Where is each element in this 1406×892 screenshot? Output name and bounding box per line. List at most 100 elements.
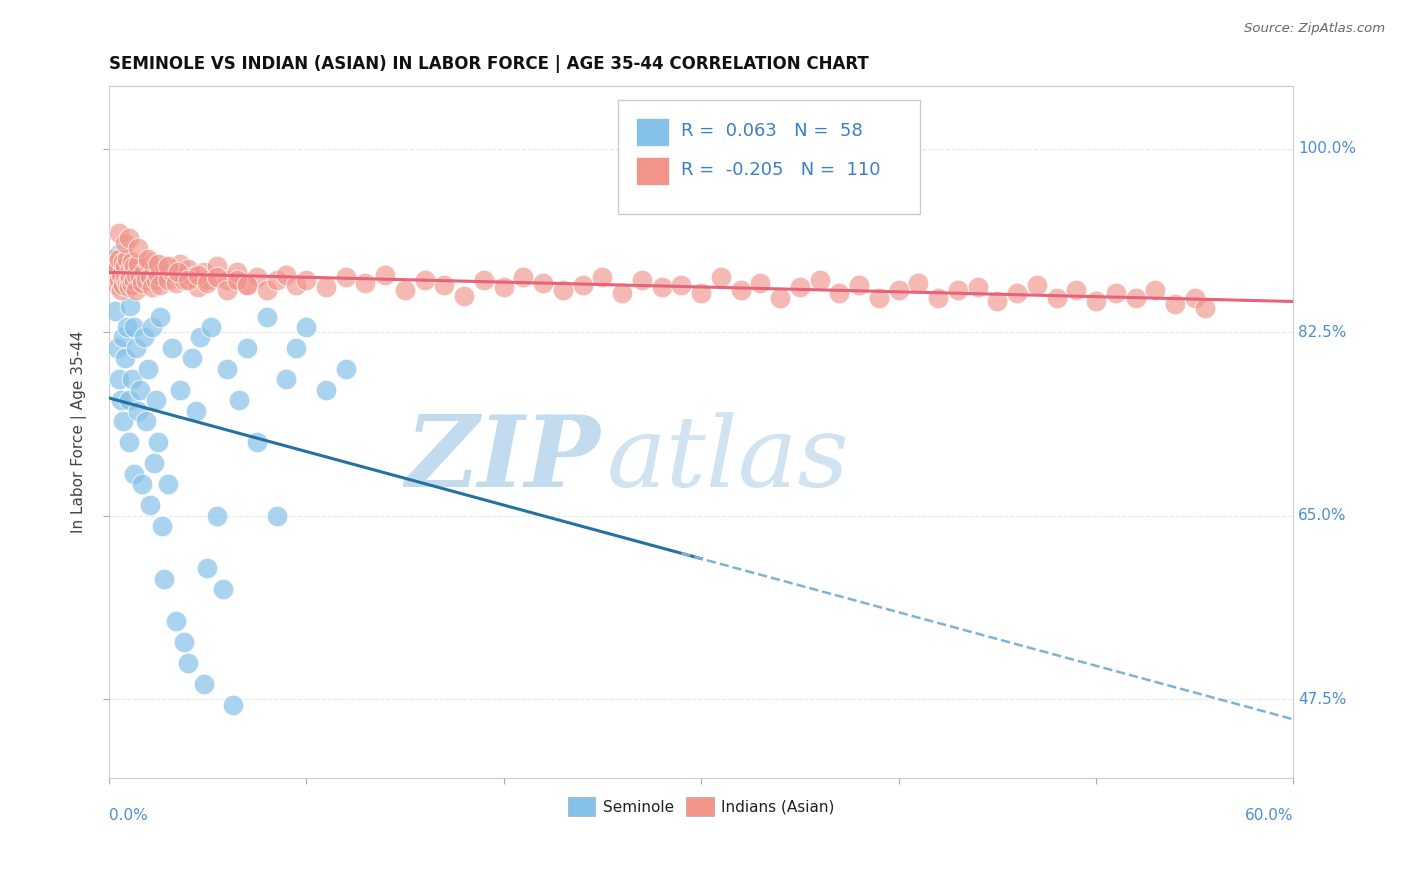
Point xyxy=(125,341,148,355)
Point xyxy=(946,283,969,297)
Point xyxy=(135,273,157,287)
Point xyxy=(276,268,298,282)
Point xyxy=(868,291,890,305)
Point xyxy=(197,273,219,287)
Point xyxy=(150,519,173,533)
Point xyxy=(335,362,357,376)
Point xyxy=(114,269,136,284)
Point xyxy=(394,283,416,297)
Point xyxy=(101,252,124,266)
Point xyxy=(187,268,209,282)
Point xyxy=(125,268,148,282)
Text: SEMINOLE VS INDIAN (ASIAN) IN LABOR FORCE | AGE 35-44 CORRELATION CHART: SEMINOLE VS INDIAN (ASIAN) IN LABOR FORC… xyxy=(108,55,869,73)
Point xyxy=(453,288,475,302)
Point xyxy=(571,278,593,293)
Point xyxy=(120,262,142,277)
Point xyxy=(131,276,153,290)
Point xyxy=(354,276,377,290)
Point xyxy=(136,255,159,269)
Point xyxy=(121,278,143,293)
Point xyxy=(690,286,713,301)
Point xyxy=(114,259,136,273)
Point xyxy=(121,255,143,269)
Point xyxy=(121,372,143,386)
Point xyxy=(492,280,515,294)
Point xyxy=(1025,278,1047,293)
Point xyxy=(413,273,436,287)
Point xyxy=(285,341,308,355)
Point xyxy=(531,276,554,290)
Point xyxy=(236,341,259,355)
Text: 65.0%: 65.0% xyxy=(1298,508,1347,524)
Point xyxy=(107,273,129,287)
Point xyxy=(131,477,153,491)
Point xyxy=(927,291,949,305)
Point xyxy=(110,393,132,408)
Point xyxy=(848,278,870,293)
Point xyxy=(156,273,179,287)
Text: 100.0%: 100.0% xyxy=(1298,141,1357,156)
Point xyxy=(117,273,139,287)
Point xyxy=(966,280,988,294)
Point xyxy=(139,498,162,512)
Point xyxy=(114,351,136,366)
Point xyxy=(472,273,495,287)
Point xyxy=(246,435,269,450)
Point xyxy=(228,393,250,408)
Point xyxy=(789,280,811,294)
Point xyxy=(136,362,159,376)
Point xyxy=(107,252,129,266)
Point xyxy=(127,257,149,271)
Point xyxy=(104,304,127,318)
Point xyxy=(256,310,278,324)
Point xyxy=(374,268,396,282)
Point xyxy=(276,372,298,386)
Point xyxy=(631,273,654,287)
Point xyxy=(127,404,149,418)
Point xyxy=(769,291,792,305)
Point xyxy=(1064,283,1087,297)
Point xyxy=(184,404,207,418)
Point xyxy=(295,273,318,287)
Point xyxy=(828,286,851,301)
Point xyxy=(907,276,929,290)
Point xyxy=(160,265,183,279)
Text: 82.5%: 82.5% xyxy=(1298,325,1347,340)
Point xyxy=(104,257,127,271)
Point xyxy=(207,259,229,273)
Point xyxy=(145,393,167,408)
Point xyxy=(120,269,142,284)
Point xyxy=(217,283,239,297)
Point xyxy=(105,278,128,293)
Point xyxy=(177,273,200,287)
Point xyxy=(114,278,136,293)
Point xyxy=(153,572,176,586)
Point xyxy=(117,280,139,294)
Text: R =  0.063   N =  58: R = 0.063 N = 58 xyxy=(681,122,863,140)
Point xyxy=(124,320,146,334)
Point xyxy=(1045,291,1067,305)
Point xyxy=(169,383,191,397)
Point xyxy=(110,283,132,297)
Point xyxy=(651,280,673,294)
Point xyxy=(156,259,179,273)
Point xyxy=(105,262,128,277)
Point xyxy=(141,280,163,294)
Point xyxy=(125,283,148,297)
Point xyxy=(146,257,169,271)
Point xyxy=(149,310,172,324)
Legend: Seminole, Indians (Asian): Seminole, Indians (Asian) xyxy=(561,791,841,822)
Point xyxy=(295,320,318,334)
Point xyxy=(105,341,128,355)
Point xyxy=(145,273,167,287)
Point xyxy=(193,676,215,690)
FancyBboxPatch shape xyxy=(619,100,921,214)
Bar xyxy=(636,119,669,146)
Point xyxy=(167,265,190,279)
Point xyxy=(222,698,245,712)
Text: 60.0%: 60.0% xyxy=(1244,808,1294,823)
Point xyxy=(104,269,127,284)
Point xyxy=(217,362,239,376)
Point xyxy=(143,262,166,277)
Point xyxy=(165,614,187,628)
